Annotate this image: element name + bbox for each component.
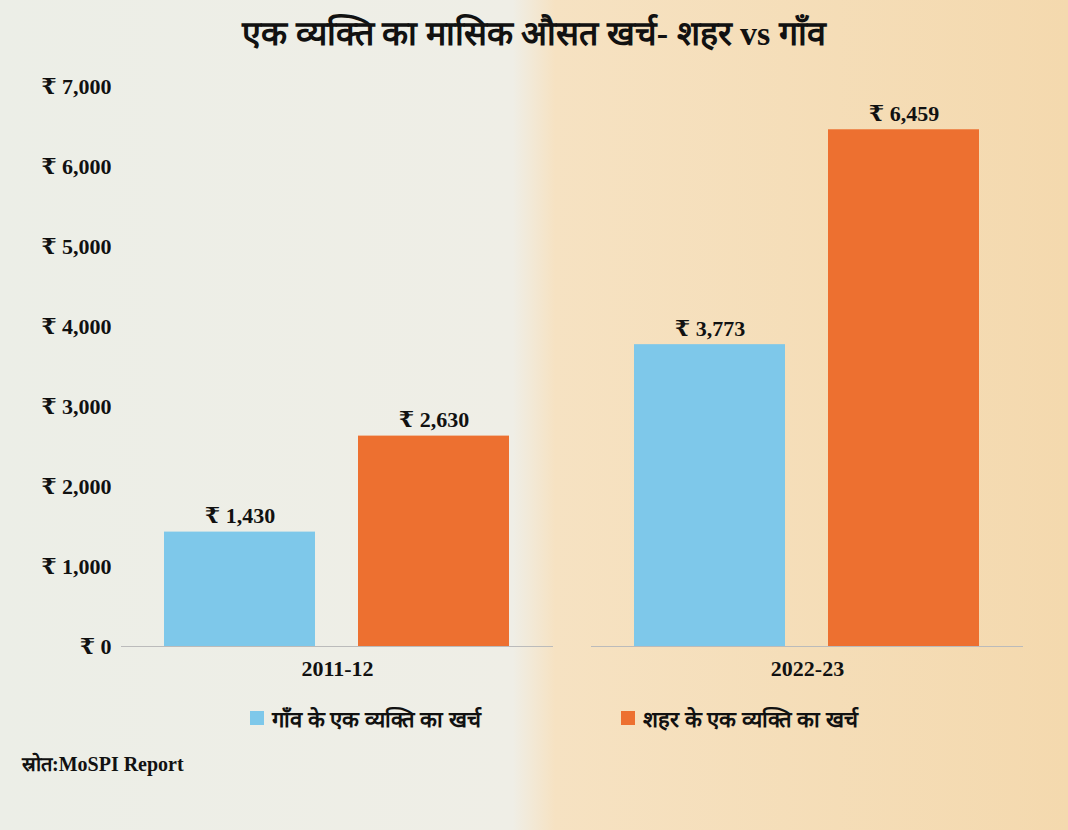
- svg-text:₹ 1,000: ₹ 1,000: [41, 554, 111, 579]
- svg-text:₹ 4,000: ₹ 4,000: [41, 314, 111, 339]
- svg-text:₹ 0: ₹ 0: [80, 634, 112, 659]
- svg-text:2011-12: 2011-12: [301, 656, 373, 681]
- svg-text:₹ 2,630: ₹ 2,630: [399, 407, 469, 432]
- html-text:स्रोत:MoSPI Report: स्रोत:MoSPI Report: [22, 753, 184, 775]
- svg-text:2022-23: 2022-23: [771, 656, 844, 681]
- svg-text:₹ 7,000: ₹ 7,000: [41, 74, 111, 99]
- svg-text:₹ 1,430: ₹ 1,430: [205, 503, 275, 528]
- html-text:गाँव के एक व्यक्ति का खर्च: गाँव के एक व्यक्ति का खर्च: [272, 707, 481, 732]
- svg-text:₹ 5,000: ₹ 5,000: [41, 234, 111, 259]
- svg-text:₹ 3,773: ₹ 3,773: [675, 316, 745, 341]
- svg-text:₹ 6,000: ₹ 6,000: [41, 154, 111, 179]
- svg-text:₹ 2,000: ₹ 2,000: [41, 474, 111, 499]
- html-text:शहर के एक व्यक्ति का खर्च: शहर के एक व्यक्ति का खर्च: [643, 707, 858, 732]
- html-text:एक व्यक्ति का मासिक औसत खर्च-: एक व्यक्ति का मासिक औसत खर्च- शहर vs गाँ…: [242, 15, 826, 52]
- svg-text:₹ 6,459: ₹ 6,459: [869, 101, 939, 126]
- svg-text:₹ 3,000: ₹ 3,000: [41, 394, 111, 419]
